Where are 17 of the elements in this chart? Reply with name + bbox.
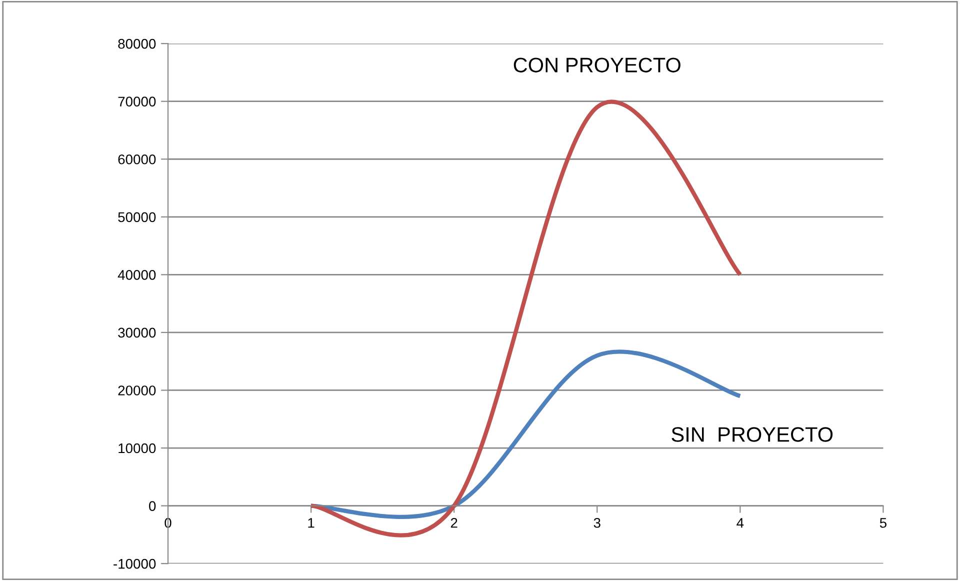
y-tick-label: 20000	[118, 386, 156, 396]
x-tick-label: 3	[594, 518, 600, 528]
x-tick-label: 5	[880, 518, 886, 528]
y-tick-label: 10000	[118, 443, 156, 454]
y-tick-label: 40000	[118, 270, 156, 280]
x-tick-label: 1	[308, 518, 314, 528]
y-tick-label: 60000	[118, 154, 156, 164]
y-tick-label: 30000	[118, 328, 156, 338]
x-tick-label: 2	[450, 518, 458, 528]
y-tick-label: 70000	[118, 96, 156, 107]
y-tick-label: 50000	[118, 212, 156, 222]
x-tick-label: 4	[736, 518, 744, 528]
y-tick-label: 80000	[118, 38, 156, 49]
y-tick-label: 0	[149, 501, 156, 511]
y-tick-label: -10000	[114, 558, 156, 569]
series-label: SIN PROYECTO	[672, 427, 833, 442]
series-label: CON PROYECTO	[514, 58, 680, 72]
